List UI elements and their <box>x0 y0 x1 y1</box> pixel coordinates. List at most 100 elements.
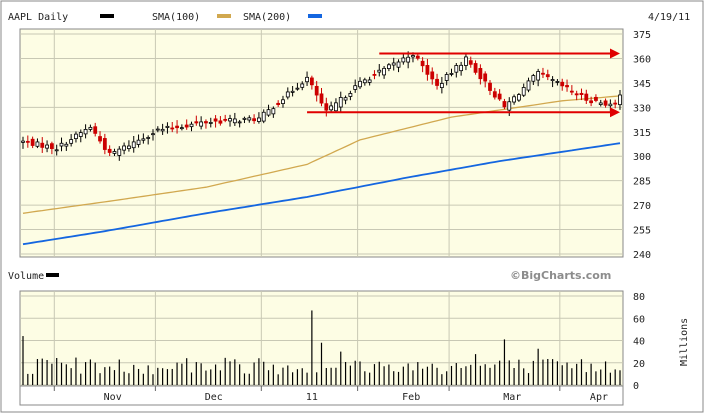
candle <box>136 134 141 148</box>
candle-body <box>93 126 98 134</box>
candle-body <box>579 92 584 96</box>
candle-body <box>223 118 228 121</box>
x-axis: Nov Dec 11 Feb Mar Apr <box>53 386 608 403</box>
candle-body <box>334 102 338 112</box>
candle <box>401 53 406 65</box>
price-tick-label: 375 <box>633 30 651 41</box>
candle-body <box>329 105 334 111</box>
candle <box>300 81 305 91</box>
volume-unit-label: Millions <box>679 318 690 366</box>
price-legend-swatch <box>100 14 114 18</box>
candle-body <box>232 118 237 124</box>
candle-body <box>204 121 208 124</box>
candle-body <box>343 97 348 101</box>
candle <box>257 112 261 124</box>
candle-body <box>358 80 362 88</box>
volume-label: Volume <box>8 271 44 282</box>
candle-body <box>98 136 102 142</box>
candle-body <box>464 56 468 66</box>
candle <box>208 117 213 128</box>
price-tick-label: 240 <box>633 250 651 261</box>
candle-body <box>35 141 40 147</box>
candle <box>439 76 444 94</box>
candle <box>541 67 545 79</box>
candle <box>613 99 618 109</box>
candle <box>179 124 184 131</box>
candle-body <box>184 124 189 128</box>
candle-body <box>569 90 574 93</box>
candle-body <box>536 71 541 81</box>
candle-body <box>78 132 83 137</box>
candle <box>502 98 507 110</box>
candle-body <box>175 125 179 129</box>
candle-body <box>305 76 309 83</box>
candle <box>112 148 117 156</box>
candle <box>213 115 218 128</box>
candle <box>468 56 473 68</box>
candle-body <box>54 149 59 152</box>
candle <box>382 66 386 79</box>
candle-body <box>367 79 372 83</box>
price-tick-label: 285 <box>633 177 651 188</box>
candle <box>555 79 560 86</box>
price-grid <box>20 29 623 257</box>
candle <box>396 59 401 73</box>
candle-body <box>603 100 608 106</box>
candle-body <box>290 90 295 93</box>
candle-body <box>117 148 122 156</box>
candle <box>420 57 425 73</box>
candle-body <box>545 74 550 78</box>
candle <box>569 85 574 96</box>
x-tick-label: Nov <box>104 392 122 403</box>
price-tick-label: 315 <box>633 128 651 139</box>
candle <box>170 121 175 133</box>
candle <box>483 71 488 88</box>
candle <box>545 69 550 81</box>
candle <box>45 140 49 153</box>
candle <box>516 92 521 102</box>
candle-body <box>30 138 35 146</box>
candle-body <box>618 94 622 106</box>
candle <box>117 146 122 161</box>
candle <box>151 129 155 141</box>
candle-body <box>309 77 314 86</box>
price-tick-label: 300 <box>633 152 651 163</box>
watermark: ©BigCharts.com <box>510 269 611 282</box>
candle <box>497 89 502 101</box>
candle <box>281 95 285 108</box>
volume-bars <box>22 310 621 385</box>
candle-body <box>74 133 78 140</box>
candle <box>329 101 334 112</box>
candle <box>444 72 449 86</box>
candle <box>165 122 170 134</box>
candle <box>309 75 314 90</box>
candle-body <box>584 93 589 101</box>
candle-body <box>468 60 473 65</box>
candle-body <box>512 96 516 103</box>
candle <box>324 97 329 117</box>
candle <box>459 61 464 76</box>
candle <box>372 70 377 80</box>
candle <box>435 73 439 90</box>
candle <box>285 87 290 100</box>
resistance-arrow <box>379 48 620 59</box>
candle-body <box>401 57 406 63</box>
candle <box>223 114 228 123</box>
candle-body <box>526 80 531 91</box>
candle-body <box>59 142 64 147</box>
trend-arrows <box>307 48 620 118</box>
candle <box>237 119 242 128</box>
candle <box>594 94 598 103</box>
candle <box>348 90 353 101</box>
candle <box>550 76 555 88</box>
candle-body <box>565 85 569 88</box>
candle-body <box>338 97 343 108</box>
candle-body <box>69 139 74 144</box>
candle-body <box>459 64 464 72</box>
price-tick-label: 345 <box>633 79 651 90</box>
candle-body <box>589 100 594 104</box>
candle-body <box>127 145 131 150</box>
volume-tick-label: 40 <box>633 337 645 348</box>
candle <box>98 131 102 144</box>
x-tick-label: Dec <box>205 392 223 403</box>
